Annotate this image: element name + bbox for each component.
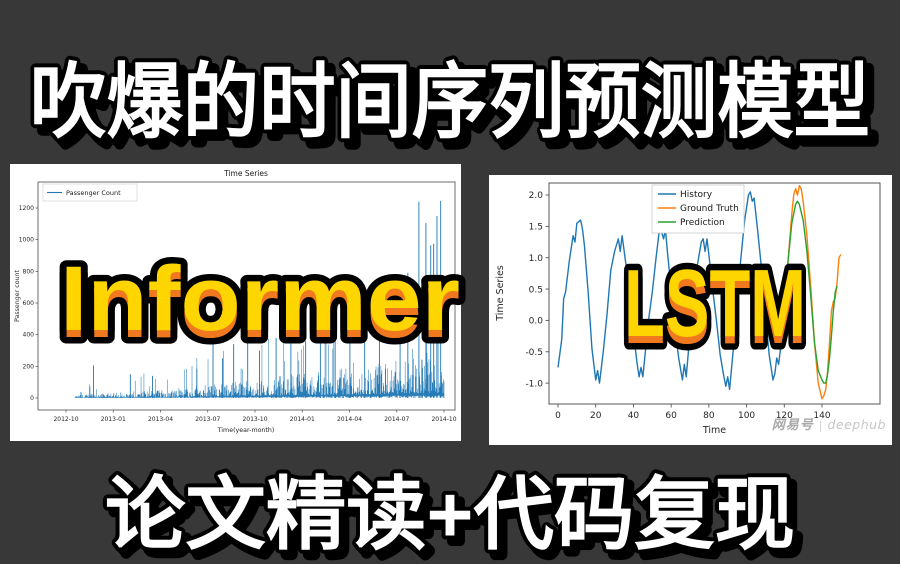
watermark-separator: | — [818, 419, 823, 432]
x-tick-label: 2013-01 — [101, 416, 126, 423]
overlay-lstm: LSTM LSTM LSTM LSTM — [618, 252, 813, 364]
x-tick-label: 140 — [813, 411, 830, 421]
top-banner-shadow: 吹爆的时间序列预测模型 — [37, 64, 877, 155]
y-tick-label: 600 — [23, 300, 35, 307]
overlay-informer-text: Informer — [60, 248, 460, 350]
left-x-axis-label: Time(year-month) — [217, 427, 275, 434]
x-tick-label: 100 — [738, 411, 755, 421]
top-banner: 吹爆的时间序列预测模型 吹爆的时间序列预测模型 — [26, 53, 882, 158]
y-tick-label: 1.0 — [529, 254, 544, 264]
right-y-axis-label: Time Series — [495, 265, 506, 322]
watermark: 网易号 | deephub — [772, 414, 886, 433]
top-banner-text: 吹爆的时间序列预测模型 — [30, 57, 870, 148]
overlay-lstm-extrude: LSTM — [624, 257, 806, 364]
right-plot-frame — [548, 182, 881, 405]
watermark-brand: deephub — [827, 417, 886, 432]
overlay-informer: Informer Informer Informer Informer — [54, 245, 467, 360]
right-legend-label: Ground Truth — [680, 204, 739, 214]
y-tick-label: 0.5 — [529, 285, 543, 295]
x-tick-label: 2014-04 — [337, 416, 362, 423]
bottom-banner-shadow: 论文精读+代码复现 — [111, 476, 801, 564]
overlay-informer-extrude: Informer — [60, 255, 460, 357]
x-tick-label: 120 — [776, 411, 793, 421]
y-tick-label: 1000 — [19, 237, 34, 244]
right-x-axis-label: Time — [702, 425, 726, 436]
series-prediction — [779, 200, 838, 384]
x-tick-label: 2013-10 — [242, 416, 267, 423]
left-plot-frame — [37, 181, 456, 411]
overlay-lstm-outline: LSTM — [624, 252, 806, 357]
y-tick-label: 0 — [30, 395, 34, 402]
y-tick-label: 400 — [23, 332, 35, 339]
x-tick-label: 40 — [628, 411, 640, 421]
y-tick-label: 1200 — [19, 205, 34, 212]
y-tick-label: -1.0 — [525, 379, 543, 389]
x-tick-label: 20 — [590, 411, 602, 421]
y-tick-label: 0.0 — [529, 317, 544, 327]
x-tick-label: 2013-07 — [195, 416, 220, 423]
right-legend-label: History — [680, 190, 713, 200]
y-tick-label: 200 — [23, 363, 35, 370]
passenger-count-series — [74, 313, 445, 398]
bottom-banner-text: 论文精读+代码复现 — [105, 470, 795, 559]
y-tick-label: -0.5 — [525, 348, 543, 358]
bottom-banner: 论文精读+代码复现 论文精读+代码复现 — [101, 466, 806, 564]
left-legend-label: Passenger Count — [66, 189, 121, 197]
x-tick-label: 2014-01 — [290, 416, 315, 423]
left-y-axis-label: Passenger count — [14, 269, 21, 322]
left-chart-title: Time Series — [223, 169, 268, 178]
y-tick-label: 1.5 — [529, 223, 543, 233]
right-chart-panel: 2.0 1.5 1.0 0.5 0.0 -0.5 -1.0 0 20 40 60 80 100 120 14… — [489, 175, 892, 445]
x-tick-label: 2012-10 — [53, 416, 78, 423]
y-tick-label: 800 — [23, 268, 35, 275]
y-tick-label: 2.0 — [529, 191, 544, 201]
overlay-lstm-outline-low: LSTM — [624, 257, 806, 364]
left-chart-informer-timeseries: Time Series 0 200 400 600 800 1000 1200 2012-10 2… — [14, 169, 457, 434]
overlay-informer-outline-low: Informer — [60, 255, 460, 357]
right-legend-box — [651, 184, 745, 234]
x-tick-label: 60 — [665, 411, 677, 421]
x-tick-label: 2014-10 — [431, 416, 456, 423]
passenger-count-major-spikes — [93, 200, 442, 398]
x-tick-label: 80 — [703, 411, 715, 421]
left-chart-panel: Time Series 0 200 400 600 800 1000 1200 2012-10 2… — [10, 164, 461, 441]
right-legend-label: Prediction — [680, 218, 725, 228]
overlay-informer-outline: Informer — [60, 248, 460, 350]
overlay-lstm-text: LSTM — [624, 252, 806, 357]
x-tick-label: 0 — [555, 411, 561, 421]
right-chart-lstm-forecast: 2.0 1.5 1.0 0.5 0.0 -0.5 -1.0 0 20 40 60 80 100 120 14… — [495, 182, 881, 436]
x-tick-label: 2013-04 — [148, 416, 173, 423]
x-tick-label: 2014-07 — [384, 416, 409, 423]
watermark-account: 网易号 — [771, 418, 814, 433]
left-legend-box — [42, 183, 138, 202]
series-history — [557, 191, 782, 391]
